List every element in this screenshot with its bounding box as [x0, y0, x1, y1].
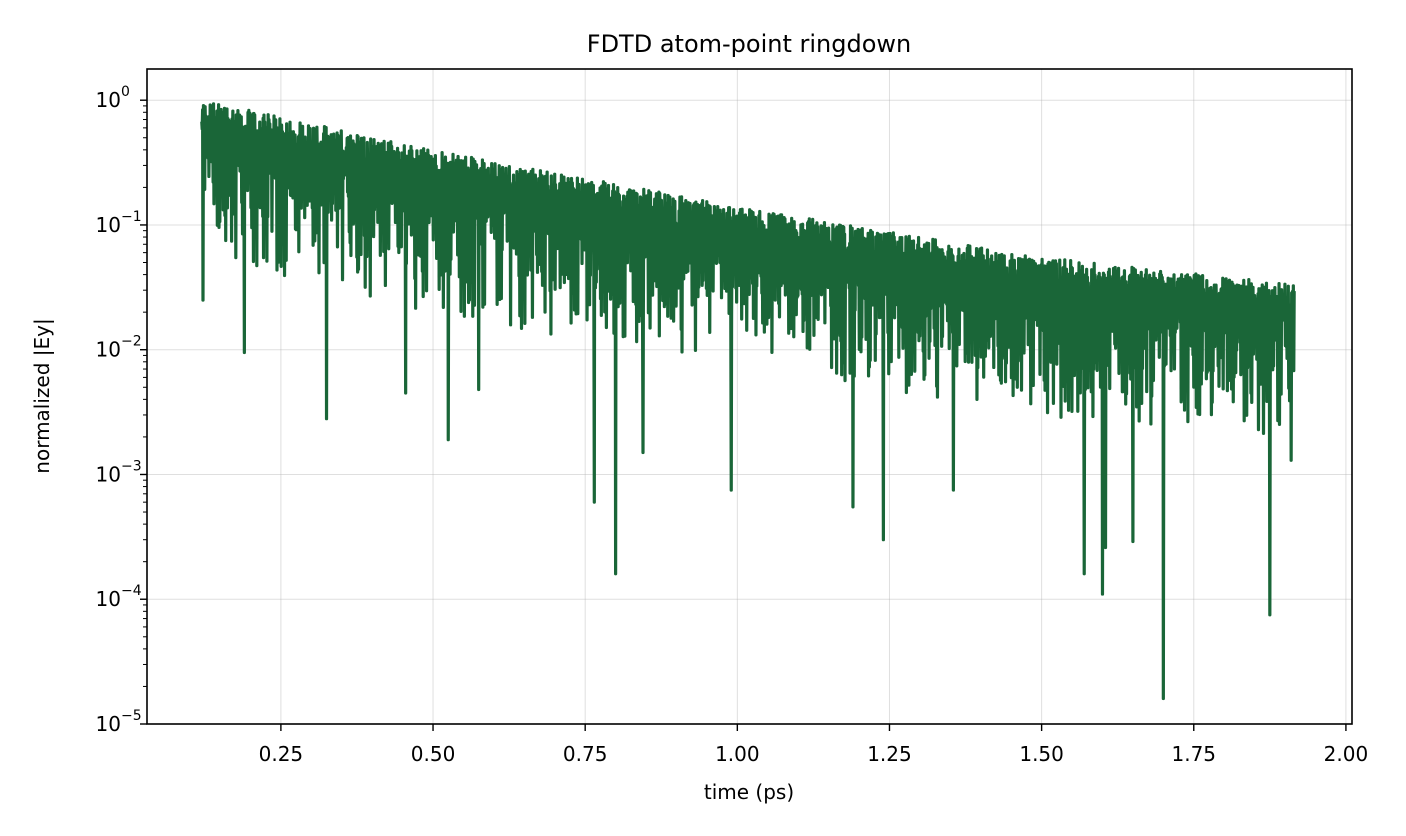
- x-tick-label: 1.50: [1019, 742, 1064, 766]
- x-tick-label: 1.00: [715, 742, 760, 766]
- x-tick-label: 1.75: [1172, 742, 1217, 766]
- x-tick-label: 2.00: [1324, 742, 1369, 766]
- y-tick-label: 10: [96, 462, 121, 486]
- y-tick-label: 10: [96, 338, 121, 362]
- x-axis-label: time (ps): [704, 780, 794, 804]
- x-tick-label: 0.75: [563, 742, 608, 766]
- x-tick-label: 0.25: [259, 742, 304, 766]
- y-tick-exponent: −4: [121, 583, 142, 599]
- chart-title: FDTD atom-point ringdown: [587, 30, 911, 58]
- series-group: [200, 102, 1296, 701]
- y-tick-label: 10: [96, 88, 121, 112]
- y-tick-label: 10: [96, 712, 121, 736]
- y-tick-exponent: 0: [121, 84, 130, 100]
- y-axis-label: normalized |Ey|: [30, 318, 54, 473]
- y-tick-exponent: −5: [121, 708, 142, 724]
- y-tick-label: 10: [96, 587, 121, 611]
- x-tick-label: 1.25: [867, 742, 912, 766]
- plot-frame: [146, 68, 1353, 725]
- x-axis-ticks: 0.25 0.50 0.75 1.00 1.25 1.50 1.75 2.00: [259, 724, 1369, 766]
- y-tick-exponent: −2: [121, 334, 142, 350]
- y-tick-exponent: −1: [121, 209, 142, 225]
- ringdown-series-line: [200, 102, 1296, 701]
- y-tick-label: 10: [96, 213, 121, 237]
- y-tick-exponent: −3: [121, 458, 142, 474]
- x-tick-label: 0.50: [411, 742, 456, 766]
